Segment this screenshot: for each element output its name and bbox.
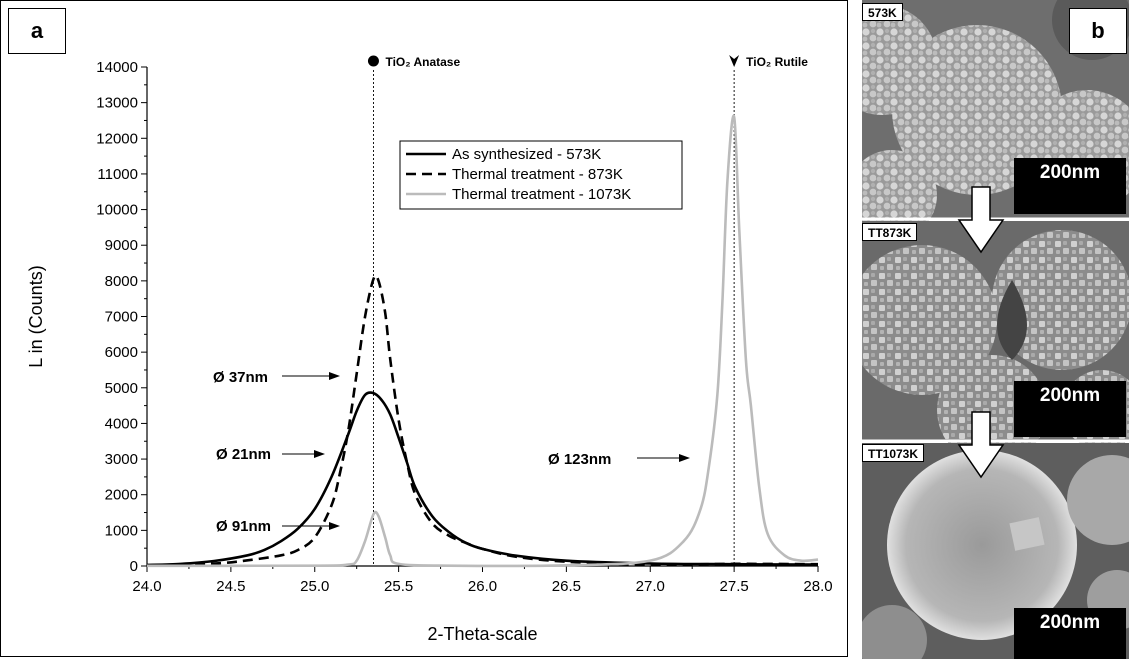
sem-panel: 573K TT873K TT1073K 200nm 200nm 200nm b [862,0,1129,659]
x-tick-label: 25.0 [300,578,329,595]
scale-label-2: 200nm [1014,381,1126,437]
anatase-marker-icon [367,55,379,67]
legend-label-2: Thermal treatment - 873K [452,166,623,183]
scale-label-1: 200nm [1014,158,1126,214]
legend-box [399,140,683,210]
sem-label-2: TT873K [862,223,918,241]
x-tick-label: 24.0 [132,578,161,595]
x-tick-label: 26.0 [468,578,497,595]
arrow-down-icon-1 [957,186,1005,254]
y-tick-label: 14000 [96,59,138,76]
scale-label-3: 200nm [1014,608,1126,659]
size-annotation-2: Ø 21nm [216,446,271,463]
series-line-3 [146,114,819,568]
series-line-1 [146,391,819,567]
arrow-down-icon-2 [957,411,1005,479]
xrd-chart: 0 1000 2000 3000 4000 5000 6000 7000 8000 9000 100… [26,55,833,644]
panel-a-label: a [8,8,66,54]
y-tick-label: 4000 [105,415,138,432]
reference-line-label: TiO₂ Rutile [746,55,808,69]
y-tick-label: 9000 [105,237,138,254]
x-tick-label: 24.5 [216,578,245,595]
x-tick-label: 28.0 [803,578,832,595]
annotation-arrowhead-2 [314,450,325,458]
annotation-arrowhead-1 [329,372,340,380]
y-tick-label: 5000 [105,380,138,397]
y-tick-label: 0 [130,558,138,575]
x-tick-label: 27.5 [720,578,749,595]
sem-label-1: 573K [862,3,903,21]
y-tick-label: 3000 [105,451,138,468]
annotation-arrowhead-3 [329,522,340,530]
legend-label-3: Thermal treatment - 1073K [452,186,631,203]
y-tick-label: 7000 [105,309,138,326]
x-tick-label: 27.0 [636,578,665,595]
reference-line-label: TiO₂ Anatase [385,55,460,69]
y-tick-label: 2000 [105,487,138,504]
y-tick-label: 8000 [105,273,138,290]
annotation-arrowhead-4 [679,454,690,462]
x-axis-label: 2-Theta-scale [427,624,537,644]
x-tick-label: 25.5 [384,578,413,595]
y-tick-label: 6000 [105,344,138,361]
size-annotation-4: Ø 123nm [548,451,611,468]
y-tick-label: 11000 [97,166,138,183]
sem-images-svg [862,0,1129,659]
panel-b-label: b [1069,8,1127,54]
y-tick-label: 13000 [96,95,138,112]
y-tick-label: 12000 [96,130,138,147]
sem-label-3: TT1073K [862,444,925,462]
x-tick-label: 26.5 [552,578,581,595]
size-annotation-1: Ø 37nm [213,369,268,386]
y-tick-label: 1000 [105,522,138,539]
rutile-marker-icon [729,55,740,67]
panel-a-frame [0,0,848,657]
size-annotation-3: Ø 91nm [216,518,271,535]
y-axis-label: L in (Counts) [26,265,46,367]
legend-label-1: As synthesized - 573K [452,146,601,163]
y-tick-label: 10000 [96,202,138,219]
